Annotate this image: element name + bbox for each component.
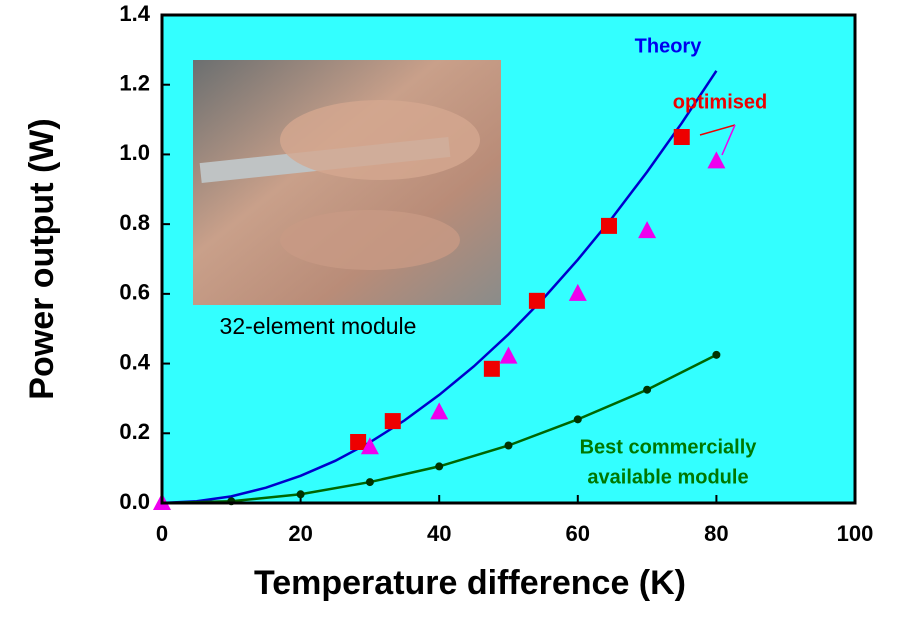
- point: [573, 415, 582, 424]
- x-tick-label: 0: [156, 521, 168, 546]
- point: [296, 490, 305, 499]
- annotation: Best commercially: [580, 436, 758, 458]
- point: [528, 292, 545, 309]
- point: [638, 221, 657, 239]
- point: [350, 434, 367, 450]
- y-tick-label: 1.4: [119, 1, 150, 26]
- point: [360, 437, 379, 455]
- point: [499, 346, 518, 364]
- y-tick-label: 0.6: [119, 280, 150, 305]
- y-tick-label: 0.0: [119, 489, 150, 514]
- pointer: [721, 124, 736, 156]
- x-axis-title: Temperature difference (K): [254, 564, 686, 602]
- annotation: available module: [587, 466, 748, 488]
- x-tick-label: 20: [288, 521, 312, 546]
- point: [365, 478, 374, 487]
- y-tick-label: 1.2: [119, 71, 150, 96]
- x-tick-label: 80: [704, 521, 728, 546]
- curve: [161, 70, 718, 505]
- y-tick-label: 0.2: [119, 419, 150, 444]
- point: [600, 217, 617, 234]
- x-tick-label: 100: [837, 521, 874, 546]
- pointer: [699, 124, 736, 136]
- annotation: 32-element module: [220, 313, 417, 339]
- photo: [193, 60, 501, 305]
- annotation: optimised: [673, 91, 767, 113]
- plot-frame: [160, 13, 857, 505]
- point: [568, 283, 587, 301]
- y-axis-title: Power output (W): [23, 118, 61, 399]
- point: [435, 462, 444, 471]
- point: [483, 360, 500, 377]
- point: [384, 413, 401, 430]
- point: [712, 350, 721, 359]
- x-tick-label: 60: [566, 521, 590, 546]
- y-tick-label: 0.8: [119, 210, 150, 235]
- y-tick-label: 1.0: [119, 140, 150, 165]
- point: [430, 402, 449, 420]
- point: [673, 129, 690, 145]
- annotation: Theory: [635, 35, 703, 57]
- point: [643, 385, 652, 394]
- x-tick-label: 40: [427, 521, 451, 546]
- point: [707, 151, 726, 169]
- point: [504, 441, 513, 450]
- y-tick-label: 0.4: [119, 349, 150, 374]
